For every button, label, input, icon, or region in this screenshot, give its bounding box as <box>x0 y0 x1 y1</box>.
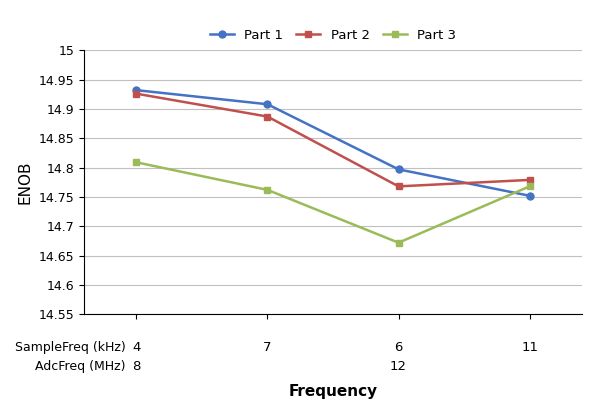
Text: 12: 12 <box>390 360 407 373</box>
Part 1 <box>526 193 533 198</box>
Line: Part 1: Part 1 <box>133 87 533 199</box>
Text: 11: 11 <box>521 341 538 354</box>
Part 3 <box>264 187 271 192</box>
Part 1 <box>264 102 271 107</box>
Line: Part 2: Part 2 <box>133 90 533 190</box>
Part 2 <box>133 91 140 96</box>
Text: SampleFreq (kHz): SampleFreq (kHz) <box>14 341 125 354</box>
Part 2 <box>264 114 271 119</box>
Legend: Part 1, Part 2, Part 3: Part 1, Part 2, Part 3 <box>206 25 460 46</box>
Text: 6: 6 <box>394 341 403 354</box>
Text: 8: 8 <box>132 360 140 373</box>
Part 1 <box>133 88 140 93</box>
Part 2 <box>395 184 402 189</box>
Part 3 <box>526 184 533 189</box>
Line: Part 3: Part 3 <box>133 159 533 246</box>
Part 2 <box>526 177 533 182</box>
Text: 7: 7 <box>263 341 272 354</box>
Text: AdcFreq (MHz): AdcFreq (MHz) <box>35 360 125 373</box>
Text: Frequency: Frequency <box>289 384 377 399</box>
Y-axis label: ENOB: ENOB <box>18 160 33 204</box>
Part 3 <box>395 240 402 245</box>
Part 3 <box>133 160 140 165</box>
Part 1 <box>395 167 402 172</box>
Text: 4: 4 <box>132 341 140 354</box>
